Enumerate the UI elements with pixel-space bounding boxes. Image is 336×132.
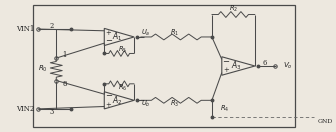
Text: GND: GND	[318, 119, 333, 124]
Text: $R_6$: $R_6$	[118, 82, 127, 93]
Text: $U_a$: $U_a$	[141, 28, 150, 38]
Text: 6: 6	[263, 59, 267, 67]
Text: +: +	[106, 101, 111, 109]
Text: $R_3$: $R_3$	[170, 99, 179, 109]
Text: 1: 1	[62, 51, 67, 59]
Text: $R_1$: $R_1$	[170, 28, 179, 38]
Text: $R_0$: $R_0$	[38, 64, 48, 74]
Text: $A_1$: $A_1$	[112, 31, 123, 43]
Text: $R_5$: $R_5$	[118, 45, 127, 55]
Text: 8: 8	[62, 80, 67, 88]
Text: VIN1: VIN1	[16, 25, 35, 33]
Text: $U_b$: $U_b$	[141, 99, 151, 109]
Bar	[33, 5, 295, 127]
Text: $A_3$: $A_3$	[232, 60, 242, 72]
Text: $R_2$: $R_2$	[229, 4, 238, 14]
Text: −: −	[222, 58, 229, 66]
Text: +: +	[223, 66, 228, 74]
Text: 3: 3	[49, 108, 53, 116]
Text: 2: 2	[49, 22, 53, 30]
Text: −: −	[105, 37, 112, 45]
Text: $A_2$: $A_2$	[112, 94, 123, 107]
Text: $V_o$: $V_o$	[283, 61, 293, 71]
Text: −: −	[105, 92, 112, 100]
Text: $R_4$: $R_4$	[220, 104, 230, 114]
Text: VIN2: VIN2	[16, 105, 35, 113]
Text: +: +	[106, 29, 111, 37]
